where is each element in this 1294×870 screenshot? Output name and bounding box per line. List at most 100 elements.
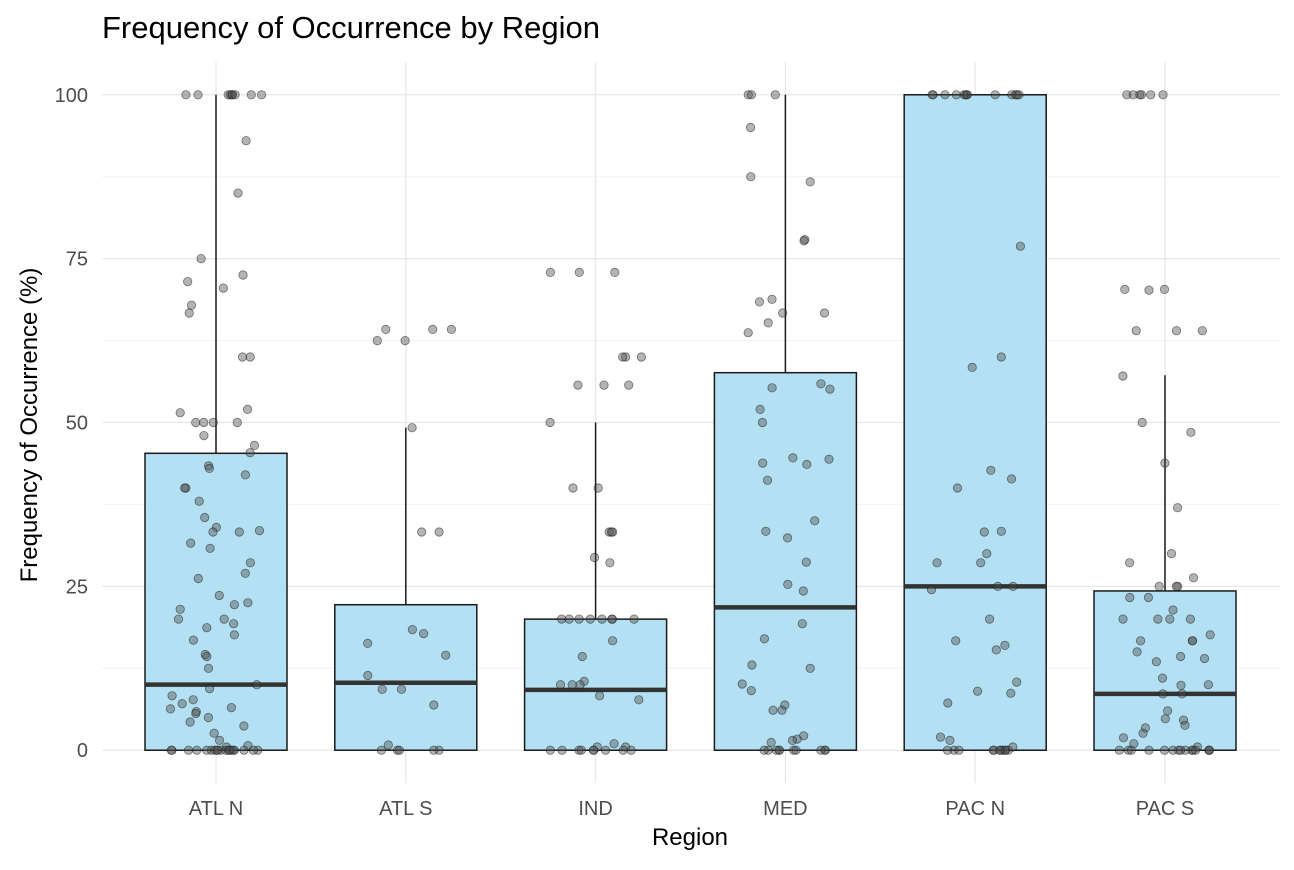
data-point	[221, 745, 231, 755]
data-point	[228, 745, 238, 755]
data-point	[1132, 647, 1142, 657]
data-point	[620, 352, 631, 362]
data-point	[203, 712, 213, 723]
data-point	[798, 586, 808, 596]
data-point	[959, 90, 969, 100]
data-point	[567, 680, 577, 690]
data-point	[185, 717, 195, 727]
data-point	[990, 90, 1000, 100]
data-point	[1186, 427, 1196, 437]
data-point	[984, 614, 995, 624]
x-tick-label: ATL N	[189, 798, 243, 820]
data-point	[252, 680, 262, 690]
data-point	[243, 598, 253, 608]
data-point	[585, 614, 595, 624]
data-point	[202, 745, 212, 755]
data-point	[568, 483, 578, 493]
data-point	[605, 558, 615, 568]
data-point	[205, 683, 215, 694]
data-point	[214, 590, 224, 601]
data-point	[557, 745, 567, 755]
data-point	[175, 604, 185, 614]
data-point	[755, 404, 765, 414]
data-point	[1123, 745, 1134, 755]
data-point	[1185, 614, 1196, 624]
data-point	[575, 680, 585, 690]
data-point	[745, 122, 756, 133]
data-point	[743, 328, 753, 338]
data-point	[743, 90, 753, 100]
data-point	[935, 732, 946, 742]
data-point	[791, 745, 801, 755]
data-point	[819, 308, 830, 318]
data-point	[967, 362, 977, 372]
y-tick-label: 100	[55, 85, 88, 107]
data-point	[428, 324, 438, 334]
data-point	[227, 90, 237, 100]
data-point	[1188, 573, 1199, 583]
data-point	[1199, 653, 1210, 664]
data-point	[1166, 548, 1177, 559]
x-tick-label: IND	[578, 798, 612, 820]
data-point	[1136, 636, 1146, 646]
box	[144, 452, 288, 751]
data-point	[372, 335, 382, 346]
data-point	[192, 745, 202, 755]
data-point	[184, 308, 194, 318]
data-point	[574, 267, 584, 277]
data-point	[737, 679, 747, 689]
data-point	[1176, 680, 1186, 690]
data-point	[618, 352, 628, 362]
data-point	[1137, 417, 1147, 428]
data-point	[556, 614, 567, 624]
box	[334, 603, 478, 751]
data-point	[574, 614, 584, 624]
data-point	[1118, 614, 1128, 624]
data-point	[607, 636, 618, 646]
data-point	[588, 745, 599, 755]
data-point	[996, 526, 1006, 536]
data-point	[1120, 284, 1130, 294]
data-point	[188, 695, 198, 705]
data-point	[624, 380, 634, 390]
data-point	[240, 470, 250, 480]
data-point	[564, 614, 574, 624]
data-point	[932, 558, 942, 568]
data-point	[1118, 371, 1128, 381]
data-point	[246, 90, 256, 100]
data-point	[166, 745, 176, 755]
data-point	[1007, 90, 1017, 100]
data-point	[589, 552, 600, 563]
data-point	[407, 423, 417, 433]
data-point	[234, 527, 244, 537]
data-point	[183, 276, 193, 287]
point-layer	[165, 90, 1215, 755]
data-point	[1144, 745, 1154, 755]
data-point	[1160, 458, 1170, 468]
data-point	[746, 90, 757, 100]
data-point	[1158, 90, 1168, 100]
data-point	[993, 581, 1003, 592]
data-point	[942, 745, 953, 755]
data-point	[1136, 90, 1147, 100]
data-point	[1140, 723, 1151, 733]
data-point	[759, 634, 770, 644]
data-point	[1000, 745, 1010, 755]
data-point	[225, 745, 235, 755]
data-point	[1006, 688, 1016, 698]
data-point	[400, 335, 410, 346]
data-point	[618, 745, 628, 755]
data-point	[211, 522, 221, 533]
data-point	[754, 297, 765, 307]
data-point	[394, 745, 404, 755]
data-point	[610, 267, 620, 277]
data-point	[248, 745, 258, 755]
data-point	[816, 745, 826, 755]
data-point	[213, 745, 223, 755]
data-point	[926, 584, 937, 595]
data-point	[1159, 745, 1170, 755]
data-point	[177, 699, 187, 709]
data-point	[1151, 657, 1162, 667]
data-point	[429, 700, 439, 710]
data-point	[392, 745, 402, 755]
